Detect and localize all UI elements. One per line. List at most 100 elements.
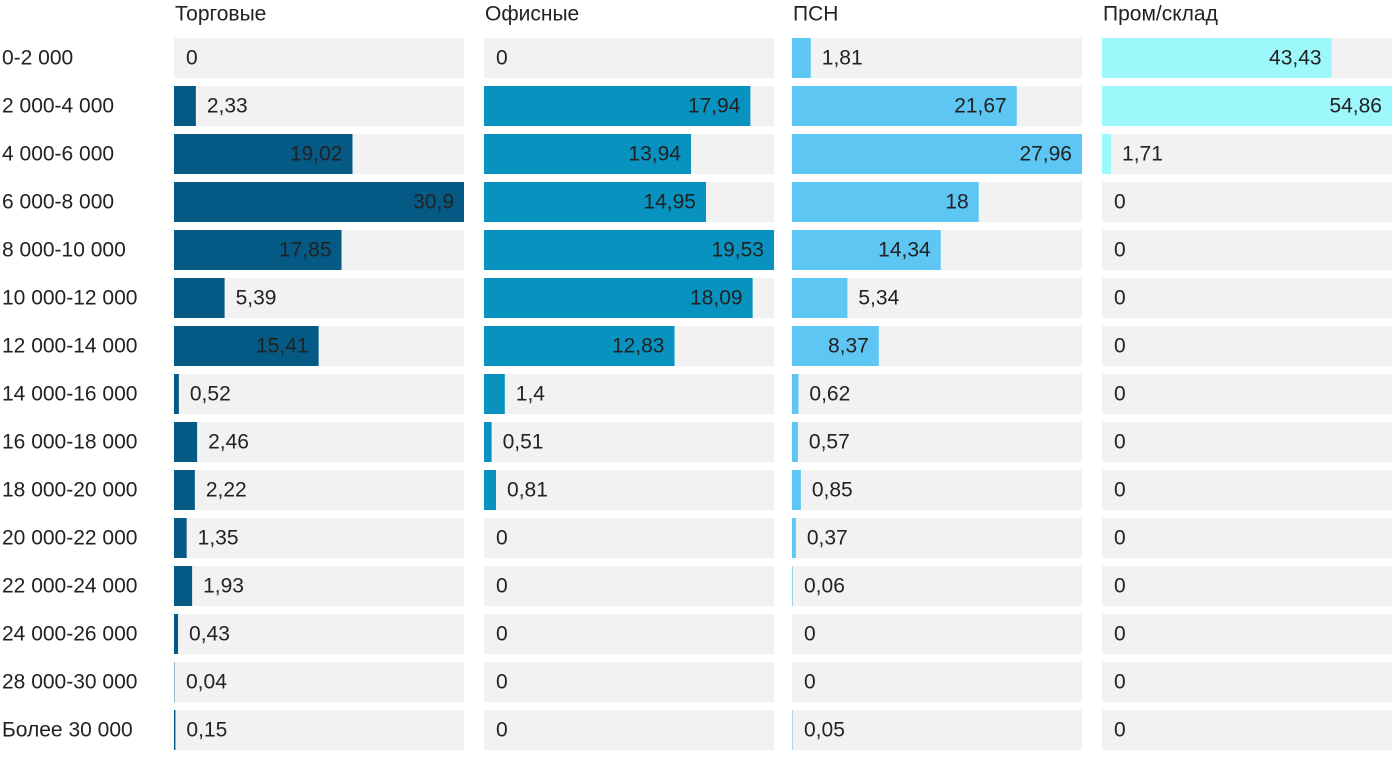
panel-title: Пром/склад bbox=[1103, 3, 1218, 26]
row-label: 24 000-26 000 bbox=[2, 623, 137, 646]
value-label: 0 bbox=[804, 623, 816, 646]
bar bbox=[1102, 86, 1392, 126]
row-background bbox=[792, 566, 1082, 606]
panel-title: Торговые bbox=[175, 3, 266, 26]
value-label: 0,06 bbox=[804, 575, 845, 598]
value-label: 0 bbox=[1114, 383, 1126, 406]
row-background bbox=[1102, 614, 1392, 654]
row-background bbox=[792, 470, 1082, 510]
panel-title: ПСН bbox=[793, 3, 838, 26]
value-label: 1,71 bbox=[1122, 143, 1163, 166]
value-label: 0 bbox=[186, 47, 198, 70]
row-label: Более 30 000 bbox=[2, 719, 133, 742]
value-label: 0 bbox=[1114, 671, 1126, 694]
row-background bbox=[1102, 134, 1392, 174]
bar bbox=[174, 710, 176, 750]
row-background bbox=[174, 566, 464, 606]
value-label: 5,39 bbox=[236, 287, 277, 310]
row-background bbox=[174, 86, 464, 126]
row-label: 12 000-14 000 bbox=[2, 335, 137, 358]
bar bbox=[484, 422, 492, 462]
value-label: 0 bbox=[1114, 239, 1126, 262]
value-label: 19,02 bbox=[290, 143, 343, 166]
value-label: 8,37 bbox=[828, 335, 869, 358]
row-background bbox=[1102, 230, 1392, 270]
value-label: 0,37 bbox=[807, 527, 848, 550]
bar bbox=[174, 134, 353, 174]
bar bbox=[174, 374, 179, 414]
value-label: 12,83 bbox=[612, 335, 665, 358]
value-label: 0 bbox=[496, 527, 508, 550]
value-label: 14,95 bbox=[643, 191, 696, 214]
row-background bbox=[484, 374, 774, 414]
bar bbox=[792, 230, 941, 270]
row-background bbox=[792, 374, 1082, 414]
row-background bbox=[484, 662, 774, 702]
row-label: 14 000-16 000 bbox=[2, 383, 137, 406]
bar bbox=[484, 278, 753, 318]
bar bbox=[1102, 38, 1332, 78]
value-label: 54,86 bbox=[1329, 95, 1382, 118]
row-label: 10 000-12 000 bbox=[2, 287, 137, 310]
bar bbox=[174, 326, 319, 366]
value-label: 18 bbox=[945, 191, 968, 214]
row-background bbox=[174, 422, 464, 462]
value-label: 0 bbox=[496, 575, 508, 598]
value-label: 15,41 bbox=[256, 335, 309, 358]
value-label: 5,34 bbox=[858, 287, 899, 310]
bar bbox=[174, 518, 187, 558]
row-label: 20 000-22 000 bbox=[2, 527, 137, 550]
row-background bbox=[1102, 278, 1392, 318]
row-background bbox=[174, 662, 464, 702]
value-label: 2,22 bbox=[206, 479, 247, 502]
value-label: 0 bbox=[496, 671, 508, 694]
bar bbox=[792, 86, 1017, 126]
value-label: 18,09 bbox=[690, 287, 743, 310]
value-label: 0 bbox=[496, 623, 508, 646]
value-label: 0 bbox=[1114, 431, 1126, 454]
row-label: 16 000-18 000 bbox=[2, 431, 137, 454]
value-label: 13,94 bbox=[628, 143, 681, 166]
value-label: 17,85 bbox=[279, 239, 332, 262]
value-label: 0,62 bbox=[809, 383, 850, 406]
value-label: 14,34 bbox=[878, 239, 931, 262]
bar bbox=[174, 230, 342, 270]
row-background bbox=[484, 422, 774, 462]
row-background bbox=[174, 374, 464, 414]
row-background bbox=[174, 38, 464, 78]
bar bbox=[792, 182, 979, 222]
row-label: 4 000-6 000 bbox=[2, 143, 114, 166]
bar bbox=[792, 518, 796, 558]
value-label: 0 bbox=[1114, 287, 1126, 310]
row-background bbox=[792, 422, 1082, 462]
bar bbox=[792, 326, 879, 366]
bar bbox=[792, 134, 1082, 174]
value-label: 30,9 bbox=[413, 191, 454, 214]
row-background bbox=[792, 614, 1082, 654]
row-background bbox=[1102, 662, 1392, 702]
value-label: 0,81 bbox=[507, 479, 548, 502]
value-label: 0,52 bbox=[190, 383, 231, 406]
row-background bbox=[1102, 518, 1392, 558]
value-label: 0 bbox=[804, 671, 816, 694]
bar bbox=[174, 470, 195, 510]
row-background bbox=[174, 518, 464, 558]
value-label: 0 bbox=[1114, 575, 1126, 598]
row-background bbox=[484, 38, 774, 78]
value-label: 0,05 bbox=[804, 719, 845, 742]
bar bbox=[174, 422, 198, 462]
bar bbox=[484, 86, 751, 126]
row-background bbox=[1102, 422, 1392, 462]
row-background bbox=[1102, 470, 1392, 510]
value-label: 0 bbox=[1114, 719, 1126, 742]
value-label: 0,04 bbox=[186, 671, 227, 694]
value-label: 1,93 bbox=[203, 575, 244, 598]
row-background bbox=[1102, 374, 1392, 414]
bar bbox=[792, 278, 848, 318]
value-label: 0 bbox=[496, 719, 508, 742]
bar bbox=[1102, 134, 1112, 174]
row-background bbox=[792, 38, 1082, 78]
bar bbox=[792, 470, 801, 510]
value-label: 0,85 bbox=[812, 479, 853, 502]
row-background bbox=[1102, 710, 1392, 750]
